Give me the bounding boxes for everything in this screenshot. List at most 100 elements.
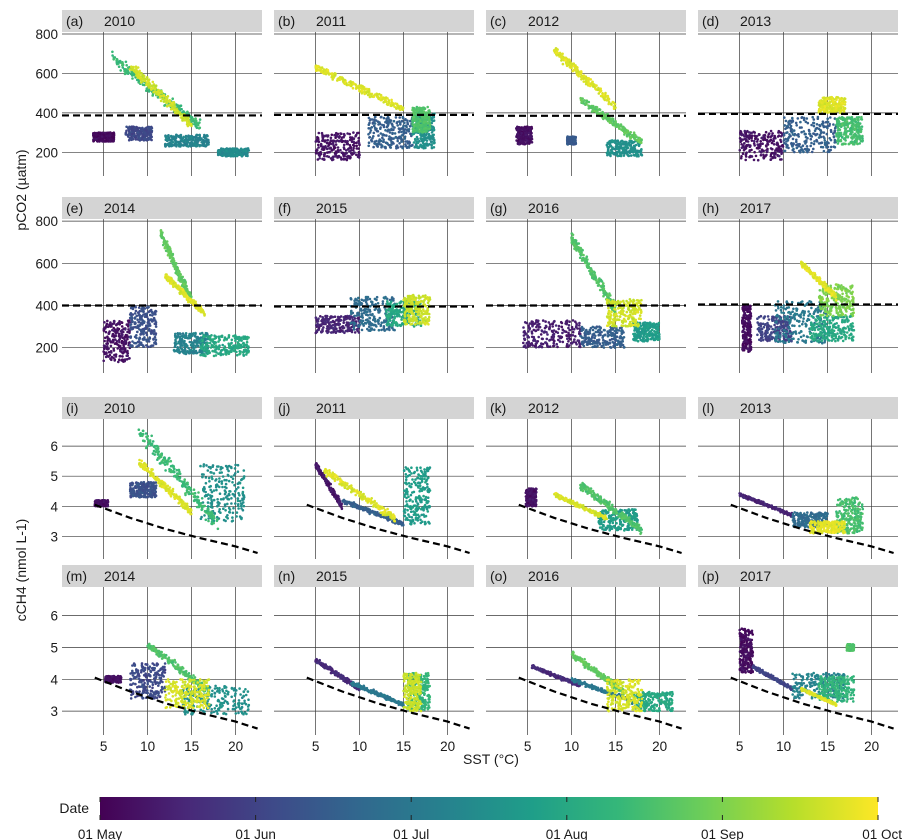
data-point [141, 126, 144, 130]
data-point [585, 99, 588, 103]
data-point [150, 135, 153, 139]
data-point [414, 123, 417, 126]
data-point [384, 96, 388, 99]
data-point [606, 142, 610, 145]
data-point [418, 130, 421, 133]
data-point [812, 121, 815, 125]
data-point [182, 135, 185, 139]
data-point [801, 144, 805, 147]
data-point [813, 132, 816, 136]
data-point [783, 149, 787, 153]
data-point [123, 359, 126, 363]
data-point [133, 317, 137, 320]
data-point [744, 155, 748, 158]
data-point [114, 355, 118, 358]
data-point [375, 93, 379, 97]
data-point [768, 132, 771, 135]
data-point [319, 144, 323, 148]
data-point [522, 137, 525, 140]
data-point [818, 103, 821, 106]
data-point [144, 326, 148, 329]
data-point [358, 87, 361, 91]
scatter-points [92, 50, 251, 158]
data-point [780, 149, 783, 152]
data-point [856, 118, 860, 122]
data-point [859, 130, 863, 133]
data-point [142, 313, 145, 316]
data-point [324, 139, 327, 142]
data-point [367, 127, 371, 130]
data-point [621, 140, 624, 143]
data-point [235, 154, 238, 157]
data-point [388, 131, 392, 134]
data-point [106, 137, 110, 141]
data-point [357, 137, 361, 140]
data-point [314, 140, 318, 143]
data-point [754, 136, 758, 140]
data-point [323, 146, 327, 149]
data-point [812, 142, 816, 146]
panel-d: (d) 2013 [698, 10, 898, 176]
data-point [323, 153, 326, 156]
data-point [795, 138, 798, 142]
data-point [106, 139, 109, 143]
data-point [426, 115, 430, 119]
data-point [135, 345, 138, 349]
data-point [823, 102, 827, 106]
data-point [412, 127, 415, 131]
data-point [798, 142, 801, 146]
panels-layer: (a) 2010 (b) 2011 (c) 2012 (d) 2013(e) 2014 (f) 20… [62, 10, 898, 735]
data-point [139, 329, 143, 332]
data-point [807, 148, 811, 151]
data-point [779, 138, 782, 142]
data-point [138, 323, 142, 327]
data-point [139, 78, 143, 81]
data-point [786, 124, 789, 128]
data-point [826, 120, 830, 124]
data-point [561, 52, 564, 56]
data-point [128, 127, 131, 131]
data-point [372, 145, 375, 149]
data-point [745, 151, 748, 154]
data-point [805, 145, 809, 148]
data-point [826, 117, 829, 120]
data-point [739, 140, 742, 143]
data-point [116, 322, 120, 325]
data-point [593, 110, 596, 113]
data-point [816, 115, 820, 119]
data-point [108, 140, 112, 143]
data-point [571, 69, 575, 73]
data-point [764, 130, 768, 134]
data-point [367, 144, 371, 148]
data-point [351, 143, 355, 147]
data-point [198, 118, 202, 121]
data-point [745, 135, 749, 138]
data-point [615, 151, 619, 154]
data-point [230, 153, 233, 156]
data-point [120, 325, 124, 328]
data-point [777, 131, 780, 134]
data-point [809, 144, 812, 148]
data-point [393, 105, 396, 109]
data-point [826, 104, 829, 107]
data-point [145, 333, 149, 337]
data-point [389, 104, 393, 107]
data-point [428, 137, 432, 140]
data-point [822, 99, 826, 103]
data-point [851, 130, 854, 134]
data-point [818, 99, 822, 103]
data-point [217, 152, 220, 155]
data-point [132, 326, 135, 329]
data-point [127, 138, 131, 142]
data-point [316, 64, 320, 68]
data-point [125, 323, 129, 326]
data-point [761, 142, 764, 145]
panel-b: (b) 2011 [274, 10, 474, 176]
data-point [789, 127, 793, 130]
data-point [555, 53, 559, 57]
data-point [432, 136, 435, 139]
data-point [110, 358, 113, 362]
panel-strip [274, 10, 474, 32]
data-point [126, 337, 129, 341]
data-point [384, 120, 387, 124]
